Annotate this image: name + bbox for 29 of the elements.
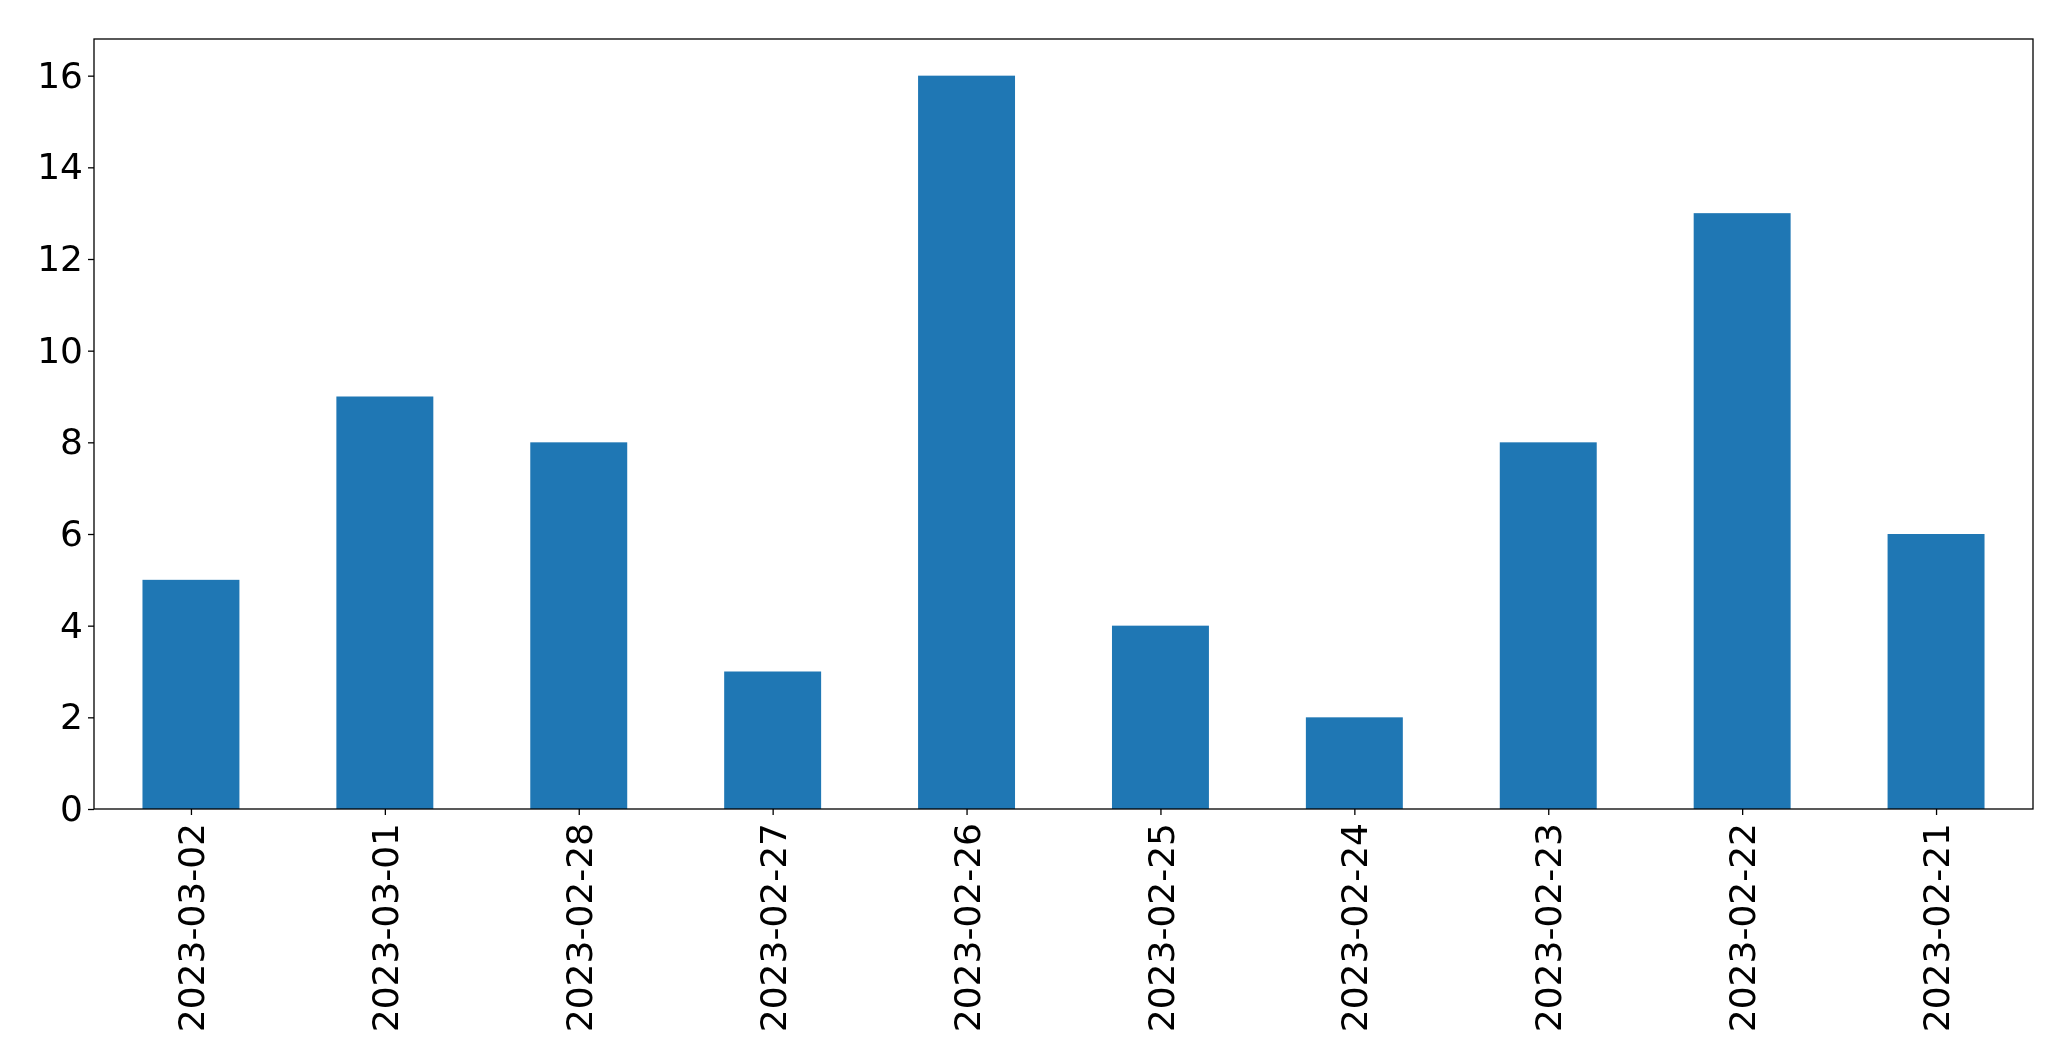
y-tick-label: 16 [37,54,83,96]
bar [336,396,434,809]
bar [1305,717,1403,809]
y-tick-label: 12 [37,238,83,280]
y-tick-label: 0 [60,788,83,830]
x-tick-label: 2023-02-26 [946,823,988,1033]
bar [1693,213,1791,809]
y-tick-label: 10 [37,329,83,371]
y-tick-label: 14 [37,146,83,188]
bar [1887,534,1985,809]
x-tick-label: 2023-02-23 [1528,823,1570,1033]
x-tick-label: 2023-03-02 [171,823,213,1033]
y-tick-label: 8 [60,421,83,463]
x-tick-label: 2023-02-27 [752,823,794,1033]
x-tick-label: 2023-02-25 [1140,823,1182,1033]
x-tick-label: 2023-02-21 [1916,823,1958,1033]
x-tick-label: 2023-03-01 [364,823,406,1033]
x-tick-label: 2023-02-22 [1722,823,1764,1033]
x-tick-label: 2023-02-24 [1334,823,1376,1033]
y-tick-label: 4 [60,604,83,646]
bar [142,579,240,809]
x-tick-label: 2023-02-28 [558,823,600,1033]
bar [1111,625,1209,809]
y-tick-label: 6 [60,513,83,555]
bar [1499,442,1597,809]
bar [918,75,1016,809]
y-tick-label: 2 [60,696,83,738]
bar [724,671,822,809]
bar [530,442,628,809]
